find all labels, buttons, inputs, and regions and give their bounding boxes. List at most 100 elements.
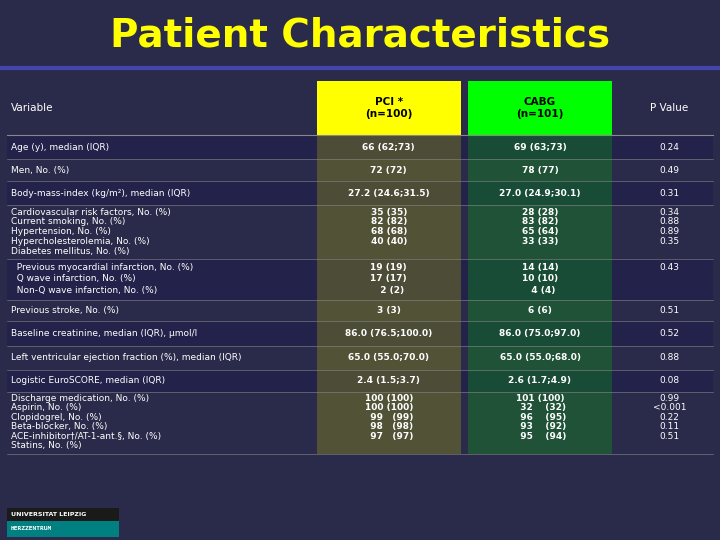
- Text: 0.49: 0.49: [660, 166, 680, 174]
- FancyBboxPatch shape: [317, 370, 461, 392]
- Text: P Value: P Value: [650, 103, 689, 113]
- Text: 35 (35): 35 (35): [371, 207, 407, 217]
- Text: Statins, No. (%): Statins, No. (%): [11, 442, 81, 450]
- Text: 99   (99): 99 (99): [364, 413, 413, 422]
- Text: Hypercholesterolemia, No. (%): Hypercholesterolemia, No. (%): [11, 237, 150, 246]
- Text: Diabetes mellitus, No. (%): Diabetes mellitus, No. (%): [11, 247, 130, 256]
- Text: 32    (32): 32 (32): [514, 403, 566, 412]
- Text: 33 (33): 33 (33): [522, 237, 558, 246]
- FancyBboxPatch shape: [7, 81, 713, 508]
- Text: 66 (62;73): 66 (62;73): [362, 143, 415, 152]
- Text: Beta-blocker, No. (%): Beta-blocker, No. (%): [11, 422, 107, 431]
- Text: 27.2 (24.6;31.5): 27.2 (24.6;31.5): [348, 188, 430, 198]
- FancyBboxPatch shape: [468, 159, 612, 181]
- Text: Aspirin, No. (%): Aspirin, No. (%): [11, 403, 81, 412]
- Text: 10 (10): 10 (10): [522, 274, 558, 284]
- Text: 2 (2): 2 (2): [374, 286, 404, 295]
- FancyBboxPatch shape: [317, 259, 461, 300]
- Text: Logistic EuroSCORE, median (IQR): Logistic EuroSCORE, median (IQR): [11, 376, 165, 385]
- FancyBboxPatch shape: [7, 259, 713, 300]
- Text: Clopidogrel, No. (%): Clopidogrel, No. (%): [11, 413, 102, 422]
- Text: Cardiovascular risk factors, No. (%): Cardiovascular risk factors, No. (%): [11, 207, 171, 217]
- Text: 101 (100): 101 (100): [516, 394, 564, 403]
- Text: 0.34: 0.34: [660, 207, 680, 217]
- FancyBboxPatch shape: [317, 300, 461, 321]
- Text: CABG
(n=101): CABG (n=101): [516, 97, 564, 119]
- Text: 72 (72): 72 (72): [371, 166, 407, 174]
- Text: 68 (68): 68 (68): [371, 227, 407, 236]
- Text: Body-mass-index (kg/m²), median (IQR): Body-mass-index (kg/m²), median (IQR): [11, 188, 190, 198]
- Text: 0.31: 0.31: [660, 188, 680, 198]
- Text: 6 (6): 6 (6): [528, 306, 552, 315]
- Text: 4 (4): 4 (4): [525, 286, 555, 295]
- Text: 96    (95): 96 (95): [514, 413, 566, 422]
- Text: 27.0 (24.9;30.1): 27.0 (24.9;30.1): [499, 188, 581, 198]
- Text: 0.11: 0.11: [660, 422, 680, 431]
- Text: 82 (82): 82 (82): [371, 218, 407, 226]
- Text: 0.22: 0.22: [660, 413, 680, 422]
- Text: Patient Characteristics: Patient Characteristics: [110, 16, 610, 54]
- FancyBboxPatch shape: [468, 135, 612, 159]
- FancyBboxPatch shape: [468, 259, 612, 300]
- Text: 0.88: 0.88: [660, 353, 680, 362]
- Text: PCI *
(n=100): PCI * (n=100): [365, 97, 413, 119]
- Text: 100 (100): 100 (100): [364, 403, 413, 412]
- Text: 97   (97): 97 (97): [364, 432, 413, 441]
- Text: 83 (82): 83 (82): [522, 218, 558, 226]
- Text: 65 (64): 65 (64): [522, 227, 558, 236]
- Text: 100 (100): 100 (100): [364, 394, 413, 403]
- FancyBboxPatch shape: [0, 0, 720, 65]
- FancyBboxPatch shape: [468, 321, 612, 346]
- FancyBboxPatch shape: [7, 135, 713, 159]
- FancyBboxPatch shape: [7, 370, 713, 392]
- Text: 0.88: 0.88: [660, 218, 680, 226]
- Text: 65.0 (55.0;70.0): 65.0 (55.0;70.0): [348, 353, 429, 362]
- Text: 78 (77): 78 (77): [521, 166, 559, 174]
- Text: <0.001: <0.001: [653, 403, 686, 412]
- Text: 0.35: 0.35: [660, 237, 680, 246]
- Text: Q wave infarction, No. (%): Q wave infarction, No. (%): [11, 274, 135, 284]
- Text: 69 (63;73): 69 (63;73): [513, 143, 567, 152]
- FancyBboxPatch shape: [317, 205, 461, 259]
- Text: 0.43: 0.43: [660, 263, 680, 272]
- Text: Age (y), median (IQR): Age (y), median (IQR): [11, 143, 109, 152]
- Text: Previous stroke, No. (%): Previous stroke, No. (%): [11, 306, 119, 315]
- Text: Variable: Variable: [11, 103, 53, 113]
- Text: 0.52: 0.52: [660, 329, 680, 338]
- FancyBboxPatch shape: [317, 181, 461, 205]
- Text: 65.0 (55.0;68.0): 65.0 (55.0;68.0): [500, 353, 580, 362]
- Text: Baseline creatinine, median (IQR), μmol/l: Baseline creatinine, median (IQR), μmol/…: [11, 329, 197, 338]
- FancyBboxPatch shape: [317, 346, 461, 370]
- FancyBboxPatch shape: [468, 300, 612, 321]
- Text: 86.0 (75.0;97.0): 86.0 (75.0;97.0): [499, 329, 581, 338]
- Text: 0.08: 0.08: [660, 376, 680, 385]
- Text: 0.51: 0.51: [660, 306, 680, 315]
- Text: 86.0 (76.5;100.0): 86.0 (76.5;100.0): [345, 329, 433, 338]
- Text: 17 (17): 17 (17): [371, 274, 407, 284]
- Text: 2.6 (1.7;4.9): 2.6 (1.7;4.9): [508, 376, 572, 385]
- FancyBboxPatch shape: [468, 181, 612, 205]
- Text: Discharge medication, No. (%): Discharge medication, No. (%): [11, 394, 149, 403]
- Text: Men, No. (%): Men, No. (%): [11, 166, 69, 174]
- FancyBboxPatch shape: [468, 346, 612, 370]
- FancyBboxPatch shape: [7, 508, 119, 537]
- Text: Non-Q wave infarction, No. (%): Non-Q wave infarction, No. (%): [11, 286, 157, 295]
- FancyBboxPatch shape: [317, 135, 461, 159]
- FancyBboxPatch shape: [317, 81, 461, 135]
- Text: Left ventricular ejection fraction (%), median (IQR): Left ventricular ejection fraction (%), …: [11, 353, 241, 362]
- Text: 0.89: 0.89: [660, 227, 680, 236]
- Text: 40 (40): 40 (40): [371, 237, 407, 246]
- FancyBboxPatch shape: [468, 370, 612, 392]
- Text: 0.24: 0.24: [660, 143, 680, 152]
- FancyBboxPatch shape: [7, 181, 713, 205]
- Text: HERZZENTRUM: HERZZENTRUM: [11, 525, 52, 531]
- Text: Previous myocardial infarction, No. (%): Previous myocardial infarction, No. (%): [11, 263, 193, 272]
- Text: 0.99: 0.99: [660, 394, 680, 403]
- Text: UNIVERSITAT LEIPZIG: UNIVERSITAT LEIPZIG: [11, 512, 86, 517]
- Text: Hypertension, No. (%): Hypertension, No. (%): [11, 227, 111, 236]
- FancyBboxPatch shape: [468, 392, 612, 454]
- FancyBboxPatch shape: [7, 521, 119, 537]
- Text: ACE-inhibitor†/AT-1-ant.§, No. (%): ACE-inhibitor†/AT-1-ant.§, No. (%): [11, 432, 161, 441]
- Text: 93    (92): 93 (92): [514, 422, 566, 431]
- FancyBboxPatch shape: [317, 392, 461, 454]
